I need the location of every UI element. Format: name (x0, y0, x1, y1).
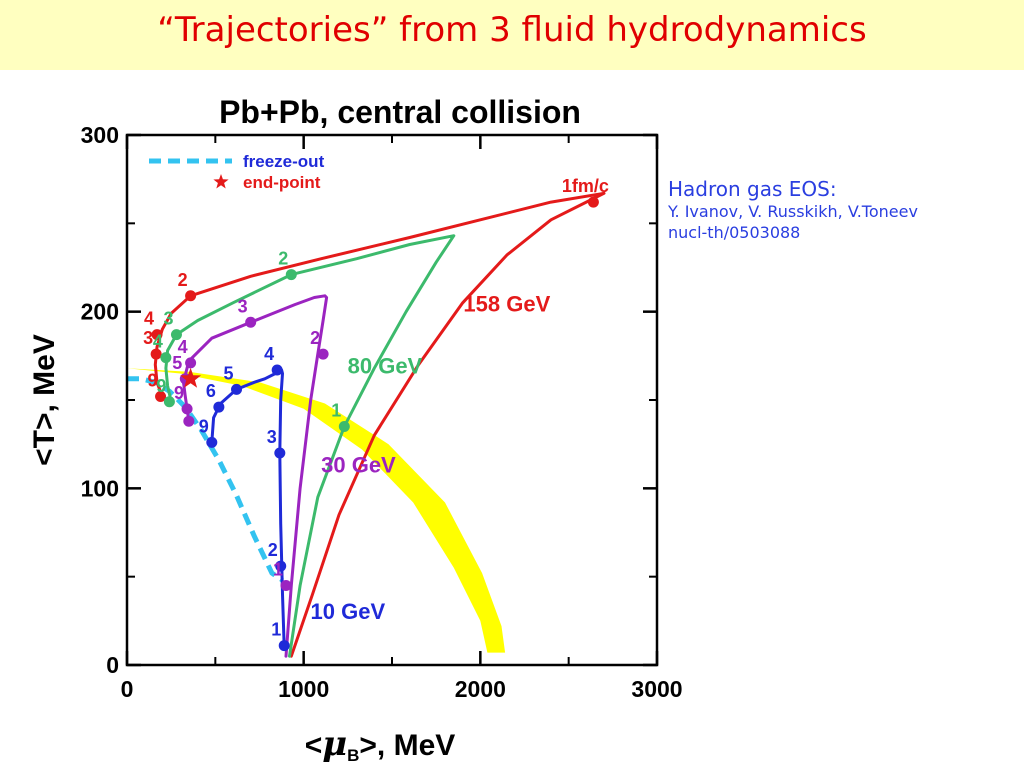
point-158-gev-0 (587, 196, 599, 208)
point-label-10-gev-2: 3 (267, 427, 277, 447)
point-80-gev-0 (338, 421, 350, 432)
point-158-gev-3 (151, 329, 163, 341)
point-10-gev-5 (213, 401, 225, 413)
x-label-close: >, MeV (359, 729, 455, 762)
yellow-band (127, 368, 506, 653)
point-30-gev-5 (181, 403, 193, 415)
point-10-gev-4 (231, 383, 243, 395)
point-label-80-gev-2: 3 (163, 309, 173, 329)
point-10-gev-1 (275, 560, 287, 572)
point-label-158-gev-2: 3 (143, 328, 153, 348)
point-label-158-gev-1: 2 (178, 270, 188, 290)
eos-note: Hadron gas EOS: Y. Ivanov, V. Russkikh, … (668, 176, 918, 244)
x-axis-label: <μB>, MeV (305, 724, 456, 765)
point-label-10-gev-6: 9 (199, 416, 209, 436)
series-label-30-gev: 30 GeV (321, 452, 396, 477)
x-label-open: < (305, 729, 323, 762)
point-10-gev-6 (206, 436, 218, 448)
y-tick-label-0: 0 (106, 652, 119, 678)
point-label-10-gev-5: 6 (206, 381, 216, 401)
point-label-30-gev-1: 2 (310, 328, 320, 348)
point-80-gev-1 (285, 269, 297, 281)
point-label-10-gev-4: 5 (224, 363, 234, 383)
point-label-30-gev-0: 1 (273, 560, 283, 580)
point-label-80-gev-0: 1 (331, 401, 341, 421)
point-10-gev-0 (278, 640, 290, 652)
chart-title: Pb+Pb, central collision (219, 94, 581, 130)
x-tick-label-0: 0 (121, 676, 134, 702)
point-30-gev-1 (317, 348, 329, 360)
point-label-10-gev-0: 1 (271, 620, 281, 640)
series-label-10-gev: 10 GeV (311, 599, 386, 624)
legend-freezeout-label: freeze-out (243, 152, 325, 171)
x-tick-label-3000: 3000 (631, 676, 682, 702)
series-line-10-gev (210, 368, 286, 649)
x-tick-label-2000: 2000 (455, 676, 506, 702)
point-158-gev-1 (185, 290, 197, 302)
legend-endpoint-star (213, 174, 229, 189)
x-tick-label-1000: 1000 (278, 676, 329, 702)
point-label-30-gev-2: 3 (238, 296, 248, 316)
point-label-158-gev-0: 1fm/c (562, 176, 609, 196)
point-158-gev-2 (150, 348, 162, 360)
point-10-gev-2 (274, 447, 286, 459)
endpoint-star (180, 367, 202, 388)
point-80-gev-2 (170, 329, 182, 341)
point-80-gev-4 (163, 396, 175, 408)
slide-title: “Trajectories” from 3 fluid hydrodynamic… (157, 10, 867, 50)
point-158-gev-4 (155, 390, 167, 402)
freezeout-curve (127, 376, 284, 583)
y-tick-label-300: 300 (81, 122, 119, 148)
point-label-10-gev-3: 4 (264, 344, 274, 364)
point-label-30-gev-4: 5 (172, 353, 182, 373)
series-label-158-gev: 158 GeV (463, 292, 550, 317)
y-tick-label-200: 200 (81, 299, 119, 325)
point-80-gev-3 (160, 352, 172, 364)
point-label-30-gev-3: 4 (178, 337, 188, 357)
point-10-gev-3 (271, 364, 283, 376)
x-label-mu: μ (322, 724, 347, 764)
point-30-gev-0 (280, 580, 292, 591)
y-axis-label: <T>, MeV (28, 334, 61, 466)
eos-reference: nucl-th/0503088 (668, 222, 801, 242)
series-label-80-gev: 80 GeV (348, 354, 423, 379)
eos-heading: Hadron gas EOS: (668, 177, 837, 201)
point-label-80-gev-4: 9 (156, 376, 166, 396)
eos-authors: Y. Ivanov, V. Russkikh, V.Toneev (668, 202, 918, 221)
point-30-gev-2 (245, 316, 257, 328)
point-label-158-gev-3: 4 (144, 309, 154, 329)
point-label-80-gev-1: 2 (278, 249, 288, 269)
point-30-gev-6 (183, 415, 195, 427)
point-label-158-gev-4: 9 (148, 370, 158, 390)
title-bar: “Trajectories” from 3 fluid hydrodynamic… (0, 0, 1024, 70)
point-label-80-gev-3: 4 (153, 332, 163, 352)
point-label-30-gev-5: 9 (174, 383, 184, 403)
point-label-10-gev-1: 2 (268, 540, 278, 560)
series-line-158-gev (153, 191, 606, 658)
y-tick-label-100: 100 (81, 475, 119, 501)
x-label-sub: B (347, 746, 359, 765)
legend-endpoint-label: end-point (243, 173, 321, 192)
point-30-gev-3 (185, 357, 197, 369)
series-line-30-gev (182, 294, 329, 658)
